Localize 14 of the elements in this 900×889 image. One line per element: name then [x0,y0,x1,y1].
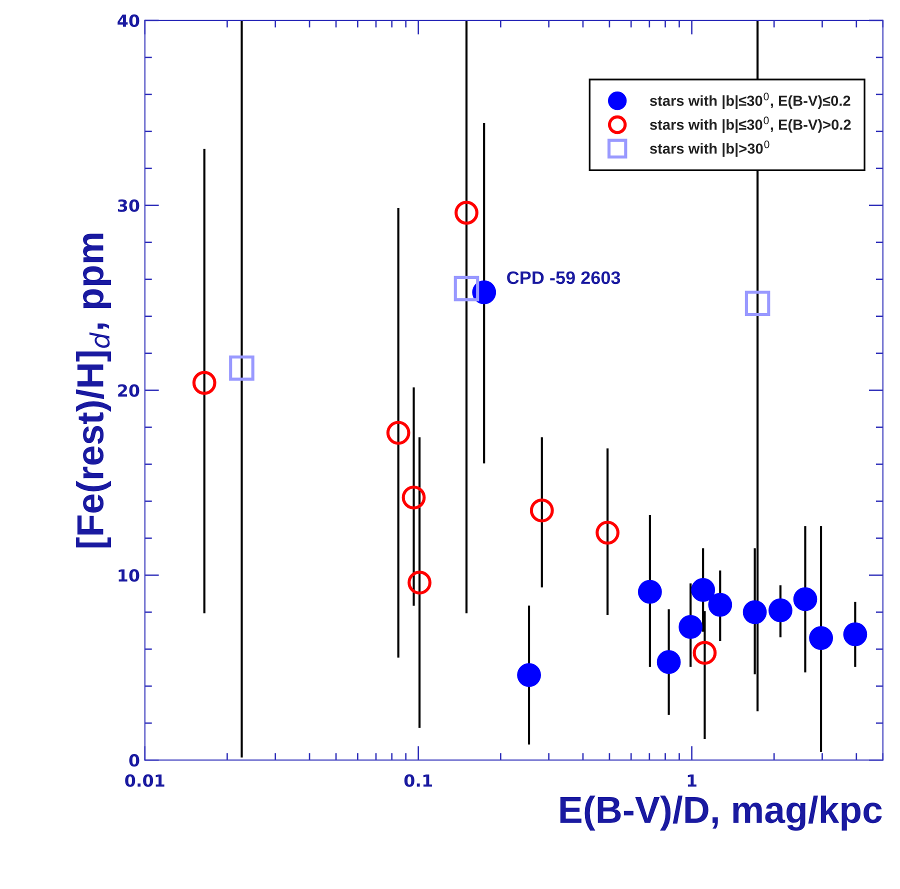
y-tick-label: 10 [118,569,140,582]
legend-label: stars with |b|≤30$^{0}$, E(B-V)≤0.2 [650,92,850,110]
y-tick-label: 0 [129,754,140,767]
legend-label: stars with |b|≤30$^{0}$, E(B-V)>0.2 [650,116,851,133]
x-tick-label: 1 [688,774,696,787]
y-tick-label: 20 [118,384,140,397]
x-tick-label: 0.1 [404,774,432,787]
y-axis-title: [Fe(rest)/H]$_{d}$, ppm [76,234,111,548]
x-axis-title: E(B-V)/D, mag/kpc [560,796,882,831]
y-tick-label: 40 [118,14,140,28]
x-tick-label: 0.01 [125,774,164,787]
y-tick-label: 30 [118,199,140,212]
legend-label: stars with |b|>30$^{0}$ [650,140,770,157]
annotation: CPD -59 2603 [507,271,620,284]
